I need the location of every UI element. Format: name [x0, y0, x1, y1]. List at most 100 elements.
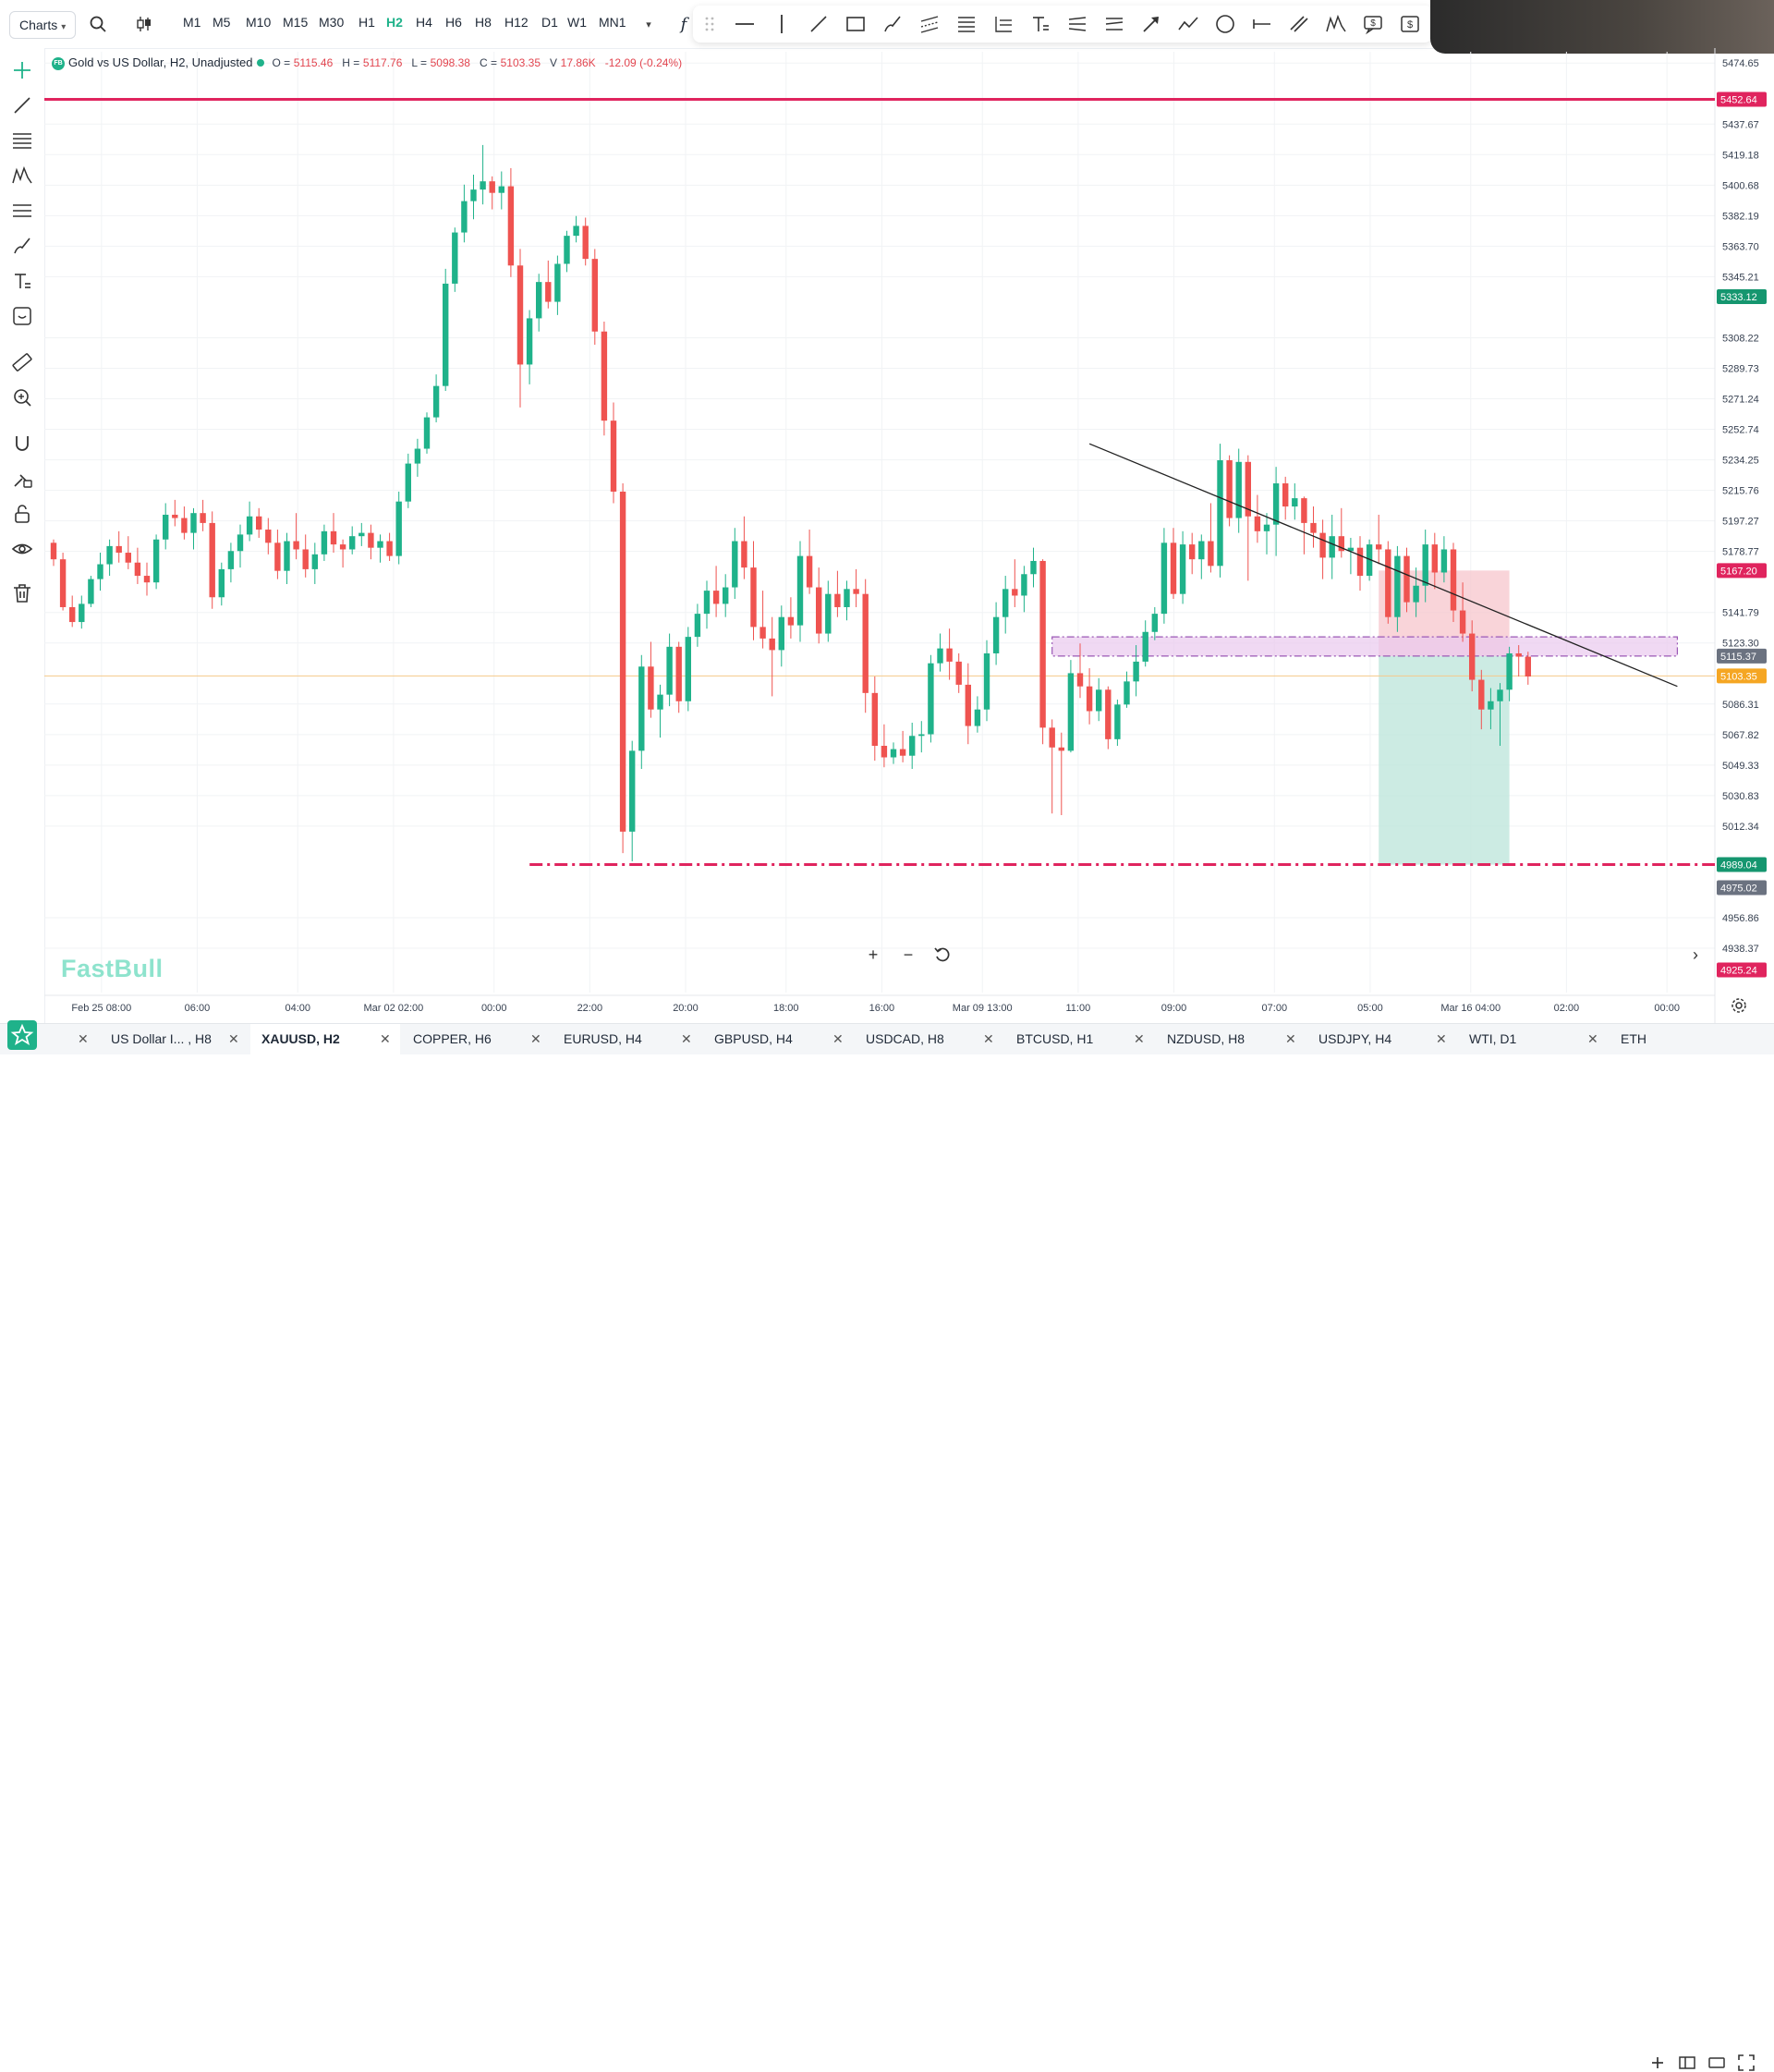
timeframe-more-icon[interactable]: ▾ — [646, 18, 651, 30]
tab-usdjpy-h4[interactable]: USDJPY, H4 — [1318, 1031, 1392, 1046]
tab-gbpusd-h4[interactable]: GBPUSD, H4 — [714, 1031, 793, 1046]
reset-chart-button[interactable] — [930, 943, 954, 967]
candle-body — [237, 534, 244, 552]
circle-tool-icon[interactable] — [1214, 13, 1236, 35]
measure-icon[interactable] — [1288, 13, 1310, 35]
fib-tool-icon[interactable] — [11, 129, 33, 152]
trash-icon[interactable] — [11, 582, 33, 604]
tab-nzdusd-h8[interactable]: NZDUSD, H8 — [1167, 1031, 1245, 1046]
tab-close-icon[interactable]: ✕ — [832, 1031, 844, 1046]
tab-close-icon[interactable]: ✕ — [78, 1031, 89, 1046]
tab-xauusd-h2[interactable]: XAUUSD, H2 — [250, 1024, 400, 1054]
tab-close-icon[interactable]: ✕ — [681, 1031, 692, 1046]
candle-body — [909, 736, 916, 756]
drag-handle-icon[interactable] — [699, 13, 721, 35]
candle-body — [79, 603, 85, 623]
zoom-out-button[interactable]: − — [903, 945, 914, 964]
timeframe-h8[interactable]: H8 — [475, 15, 492, 30]
time-tick-label: 20:00 — [673, 1003, 699, 1014]
tab-btcusd-h1[interactable]: BTCUSD, H1 — [1016, 1031, 1094, 1046]
timeframe-h4[interactable]: H4 — [416, 15, 432, 30]
chart-settings-icon[interactable] — [1730, 996, 1748, 1015]
gann-fan-icon[interactable] — [1103, 13, 1125, 35]
tab-close-icon[interactable]: ✕ — [228, 1031, 239, 1046]
timeframe-h6[interactable]: H6 — [445, 15, 462, 30]
crosshair-icon[interactable] — [11, 59, 33, 81]
indicators-icon[interactable]: f — [680, 14, 687, 34]
ruler-icon[interactable] — [11, 351, 33, 373]
lock-drawing-icon[interactable] — [11, 468, 33, 490]
timeframe-h2[interactable]: H2 — [386, 15, 403, 30]
eye-icon[interactable] — [11, 538, 33, 560]
legend-title[interactable]: Gold vs US Dollar, H2, Unadjusted — [68, 55, 253, 69]
scroll-right-button[interactable]: › — [1693, 945, 1698, 964]
fib-retracement-icon[interactable] — [955, 13, 978, 35]
vertical-line-icon[interactable] — [771, 13, 793, 35]
price-tick-label: 5400.68 — [1722, 180, 1759, 191]
path-tool-icon[interactable] — [1177, 13, 1199, 35]
tab-close-icon[interactable]: ✕ — [1285, 1031, 1296, 1046]
position-target-zone[interactable] — [1379, 655, 1510, 865]
timeframe-m5[interactable]: M5 — [213, 15, 231, 30]
timeframe-h1[interactable]: H1 — [358, 15, 375, 30]
emoji-icon[interactable] — [11, 305, 33, 327]
tab-eurusd-h4[interactable]: EURUSD, H4 — [564, 1031, 642, 1046]
zoom-in-button[interactable]: + — [868, 945, 879, 964]
text-tool-icon[interactable] — [1029, 13, 1051, 35]
tab-copper-h6[interactable]: COPPER, H6 — [413, 1031, 492, 1046]
tab-wti-d1[interactable]: WTI, D1 — [1469, 1031, 1517, 1046]
pattern-icon[interactable] — [1325, 13, 1347, 35]
tab-close-icon[interactable]: ✕ — [983, 1031, 994, 1046]
magnet-icon[interactable] — [11, 433, 33, 455]
timeframe-h12[interactable]: H12 — [504, 15, 529, 30]
tab-eth[interactable]: ETH — [1621, 1031, 1646, 1046]
rectangle-icon[interactable] — [844, 13, 867, 35]
tab-usdcad-h8[interactable]: USDCAD, H8 — [866, 1031, 944, 1046]
tab-us-dollar-i-h8[interactable]: US Dollar I... , H8 — [111, 1031, 212, 1046]
search-icon[interactable] — [87, 13, 109, 35]
price-range-icon[interactable] — [1251, 13, 1273, 35]
time-tick-label: 22:00 — [577, 1003, 603, 1014]
tab-close-icon[interactable]: ✕ — [1134, 1031, 1145, 1046]
horizontal-line-icon[interactable] — [734, 13, 756, 35]
unlock-icon[interactable] — [11, 503, 33, 525]
arrow-tool-icon[interactable] — [1140, 13, 1162, 35]
timeframe-m15[interactable]: M15 — [283, 15, 309, 30]
favorites-button[interactable] — [7, 1020, 37, 1050]
fib-extension-icon[interactable] — [992, 13, 1015, 35]
pitchfork-icon[interactable] — [1066, 13, 1088, 35]
candle-type-icon[interactable] — [133, 13, 155, 35]
brush-tool-icon[interactable] — [11, 235, 33, 257]
fullscreen-icon[interactable] — [1737, 2054, 1756, 2072]
trend-line-icon[interactable] — [808, 13, 830, 35]
timeframe-mn1[interactable]: MN1 — [599, 15, 626, 30]
timeframe-d1[interactable]: D1 — [541, 15, 558, 30]
tab-close-icon[interactable]: ✕ — [1436, 1031, 1447, 1046]
timeframe-w1[interactable]: W1 — [567, 15, 587, 30]
window-icon[interactable] — [1707, 2054, 1726, 2072]
candle-body — [302, 549, 309, 569]
pattern-tool-icon[interactable] — [11, 165, 33, 187]
layout-icon[interactable] — [1678, 2054, 1696, 2072]
note-icon[interactable]: $ — [1362, 13, 1384, 35]
text-icon[interactable] — [11, 270, 33, 292]
line-tool-icon[interactable] — [11, 94, 33, 116]
time-tick-label: 07:00 — [1262, 1003, 1288, 1014]
trend-line[interactable] — [1088, 443, 1678, 688]
price-chart[interactable]: 5474.65 5437.67 5419.18 5400.68 5382.19 5363.… — [44, 48, 1774, 1023]
parallel-channel-icon[interactable] — [918, 13, 941, 35]
forecast-tool-icon[interactable] — [11, 200, 33, 222]
tab-close-icon[interactable]: ✕ — [530, 1031, 541, 1046]
timeframe-m10[interactable]: M10 — [246, 15, 272, 30]
candle-body — [806, 555, 813, 588]
timeframe-m30[interactable]: M30 — [319, 15, 345, 30]
charts-menu-button[interactable]: Charts ▾ — [9, 11, 77, 39]
tab-close-icon[interactable]: ✕ — [380, 1031, 391, 1046]
tab-close-icon[interactable]: ✕ — [1587, 1031, 1598, 1046]
brush-icon[interactable] — [881, 13, 904, 35]
price-label-icon[interactable]: $ — [1399, 13, 1421, 35]
add-tab-icon[interactable] — [1648, 2054, 1667, 2072]
supply-zone-rectangle[interactable] — [1051, 636, 1678, 657]
timeframe-m1[interactable]: M1 — [183, 15, 201, 30]
zoom-in-icon[interactable] — [11, 386, 33, 408]
